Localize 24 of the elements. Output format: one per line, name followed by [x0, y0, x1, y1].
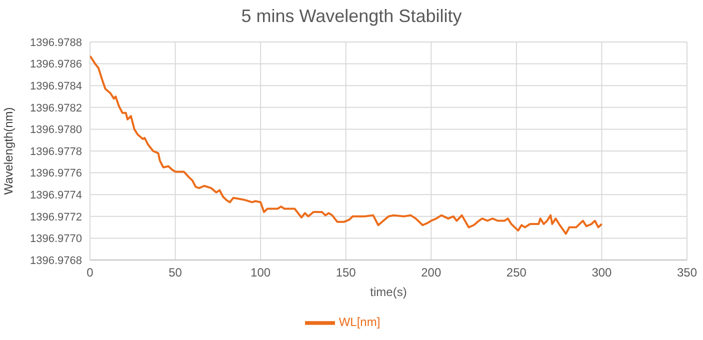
y-tick-label: 1396.9780	[30, 124, 82, 136]
y-tick-label: 1396.9768	[30, 254, 82, 267]
line-series	[90, 55, 603, 235]
chart-title: 5 mins Wavelength Stability	[240, 6, 463, 27]
x-axis-title: time(s)	[370, 285, 407, 299]
y-tick-label: 1396.9786	[30, 58, 82, 71]
y-tick-label: 1396.9776	[30, 168, 82, 180]
x-tick-label: 150	[336, 266, 356, 280]
x-tick-label: 250	[506, 266, 527, 280]
x-tick-label: 0	[86, 266, 94, 280]
y-tick-label: 1396.9778	[30, 146, 82, 158]
x-tick-label: 200	[421, 266, 442, 280]
y-axis-title: Wavelength(nm)	[1, 107, 16, 195]
x-tick-label: 350	[676, 266, 698, 280]
y-tick-label: 1396.9774	[30, 190, 82, 202]
y-tick-label: 1396.9788	[30, 36, 82, 49]
y-tick-label: 1396.9770	[30, 233, 82, 246]
legend-label: WL[nm]	[338, 315, 380, 330]
x-tick-label: 50	[168, 266, 182, 280]
x-tick-label: 100	[250, 266, 271, 280]
y-tick-label: 1396.9772	[30, 211, 82, 224]
x-tick-label: 300	[592, 266, 612, 280]
y-tick-label: 1396.9784	[30, 80, 82, 93]
y-tick-label: 1396.9782	[30, 102, 82, 114]
